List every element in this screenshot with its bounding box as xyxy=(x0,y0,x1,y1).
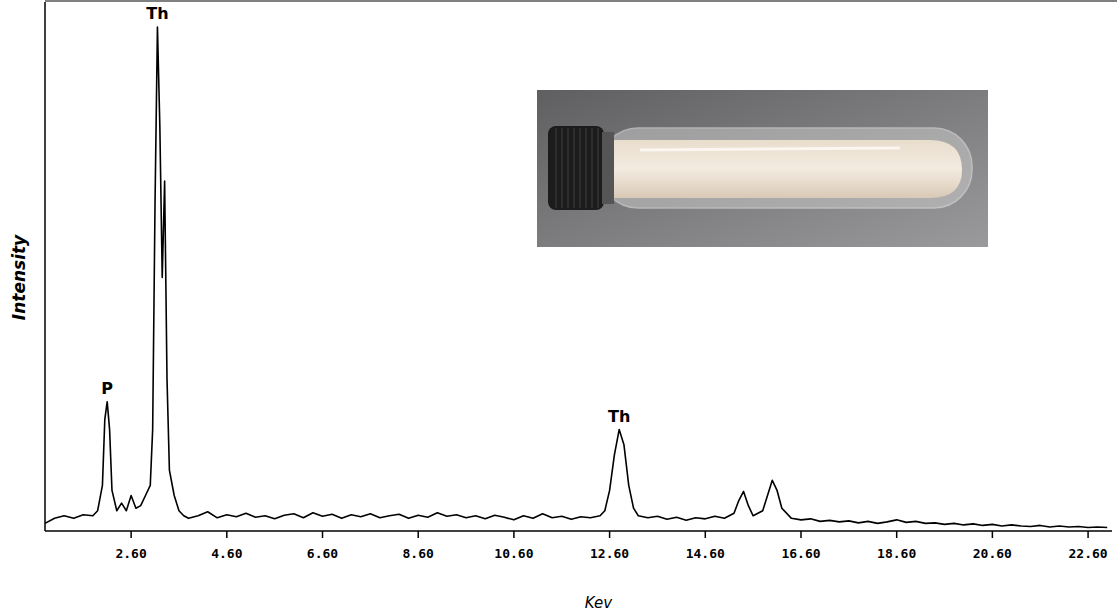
x-tick xyxy=(896,531,898,538)
x-tick xyxy=(513,531,515,538)
y-axis-title: Intensity xyxy=(9,234,29,320)
peak-label: Th xyxy=(146,4,168,23)
x-tick-label: 2.60 xyxy=(115,546,146,561)
x-tick-label: 16.60 xyxy=(781,546,820,561)
x-tick xyxy=(609,531,611,538)
peak-label: P xyxy=(101,379,113,398)
inset-photo xyxy=(537,90,988,247)
y-axis xyxy=(44,2,46,531)
x-tick-label: 14.60 xyxy=(686,546,725,561)
x-tick xyxy=(705,531,707,538)
x-tick xyxy=(1087,531,1089,538)
x-tick xyxy=(130,531,132,538)
x-axis xyxy=(45,530,1112,532)
x-tick xyxy=(417,531,419,538)
x-tick xyxy=(322,531,324,538)
spectrum-line xyxy=(45,27,1107,527)
x-tick-label: 18.60 xyxy=(877,546,916,561)
x-axis-title: Kev xyxy=(585,594,614,612)
x-tick-label: 10.60 xyxy=(494,546,533,561)
x-tick-label: 20.60 xyxy=(973,546,1012,561)
axes: 2.60 4.60 6.60 8.60 10.60 12.60 14.60 16.60 18.6… xyxy=(45,1,1117,561)
x-tick-label: 12.60 xyxy=(590,546,629,561)
x-tick-label: 6.60 xyxy=(307,546,338,561)
plot-area xyxy=(45,27,1107,527)
frame-top xyxy=(45,1,1117,2)
x-tick xyxy=(226,531,228,538)
x-tick-label: 8.60 xyxy=(403,546,434,561)
x-tick xyxy=(800,531,802,538)
x-tick-label: 22.60 xyxy=(1069,546,1108,561)
x-tick xyxy=(992,531,994,538)
x-tick-label: 4.60 xyxy=(211,546,242,561)
peak-label: Th xyxy=(608,407,630,426)
chart: 2.60 4.60 6.60 8.60 10.60 12.60 14.60 16.60 18.6… xyxy=(0,0,1118,616)
